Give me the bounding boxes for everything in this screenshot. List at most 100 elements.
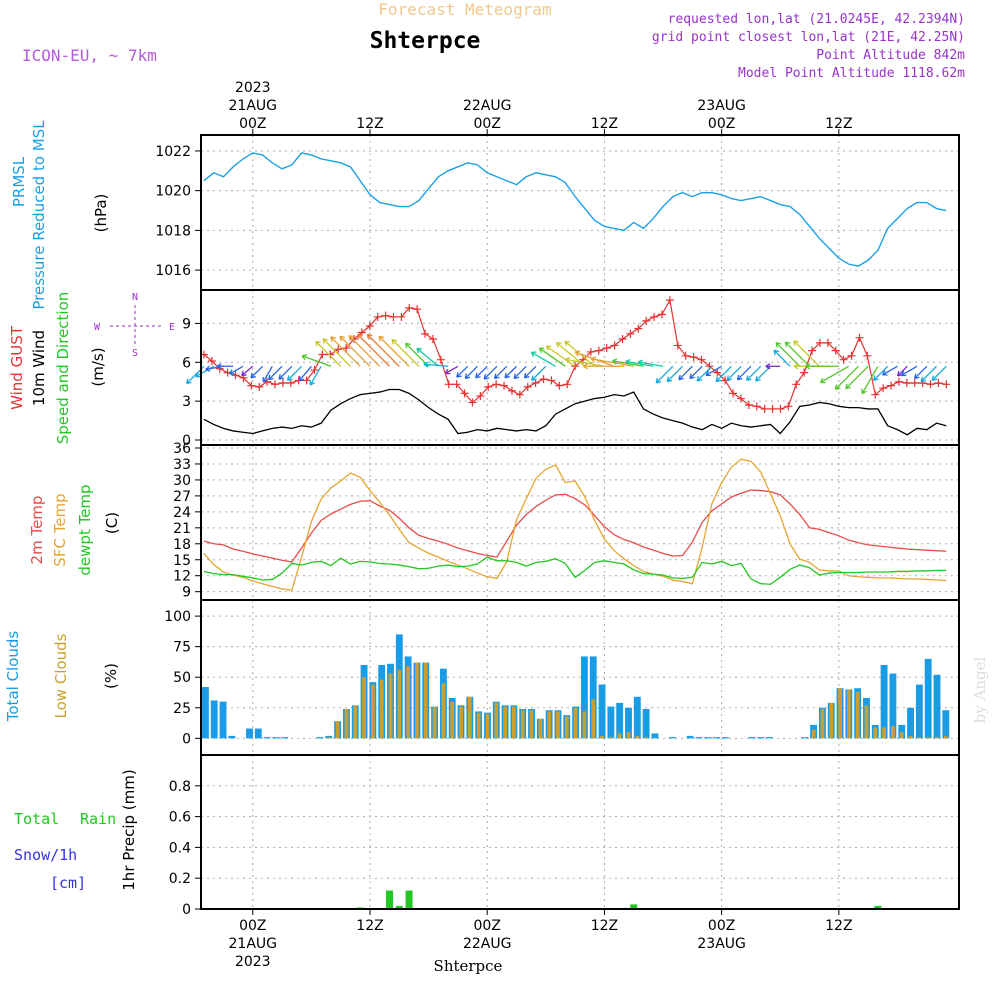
precip-panel: Total Rain Snow/1h [cm] 1hr Precip (mm) xyxy=(14,769,138,892)
precip-snow-unit: [cm] xyxy=(50,874,86,892)
total-cloud-bar xyxy=(748,737,756,739)
low-clouds-label: Low Clouds xyxy=(52,633,70,718)
wind-gust-marker xyxy=(847,351,856,360)
low-cloud-bar xyxy=(441,683,446,739)
wind-gust-marker xyxy=(436,355,445,364)
wind-gust-marker xyxy=(934,379,943,388)
wind-10m-label: 10m Wind xyxy=(30,330,48,406)
total-cloud-bar xyxy=(907,707,914,739)
top-time-label: 12Z xyxy=(825,116,852,132)
y-tick-label: 18 xyxy=(173,537,191,553)
wind-panel: Wind GUST 10m Wind Speed and Direction (… xyxy=(8,292,175,445)
temperature-panel: 2m Temp SFC Temp dewpt Temp (C) xyxy=(28,484,121,575)
low-cloud-bar xyxy=(335,721,340,739)
bottom-time-label: 00Z xyxy=(474,918,501,934)
wind-gust-marker xyxy=(231,371,240,380)
wind-gust-marker xyxy=(452,380,461,389)
wind-gust-marker xyxy=(547,376,556,385)
precip-total-label: Total xyxy=(14,810,59,828)
total-cloud-bar xyxy=(201,687,209,739)
top-time-axis: 2023 21AUG 00Z 12Z 22AUG 00Z 12Z 23AUG 00Z 12Z xyxy=(229,80,853,135)
footer-location: Shterpce xyxy=(434,957,503,975)
y-tick-label: 0 xyxy=(182,902,191,918)
panel-frame xyxy=(200,754,960,910)
compass-east: E xyxy=(169,322,175,333)
wind-gust-marker xyxy=(373,312,382,321)
wind-arrow xyxy=(493,365,508,380)
wind-arrow xyxy=(416,347,439,367)
y-tick-label: 6 xyxy=(182,355,191,371)
pressure-panel: PRMSL Pressure Reduced to MSL (hPa) xyxy=(10,120,110,310)
wind-gust-marker xyxy=(800,368,809,377)
total-cloud-bar xyxy=(589,656,597,739)
low-cloud-bar xyxy=(829,702,834,739)
wind-arrow xyxy=(286,365,303,381)
wind-gust-marker xyxy=(278,379,287,388)
temp-sfc-line xyxy=(203,458,947,591)
total-cloud-bar xyxy=(722,737,729,739)
top-time-label: 00Z xyxy=(474,116,501,132)
wind-gust-marker xyxy=(610,341,619,350)
wind-arrow xyxy=(678,365,693,381)
wind-arrow xyxy=(348,335,381,367)
wind-dir-label: Speed and Direction xyxy=(54,292,72,445)
total-cloud-bar xyxy=(933,674,941,739)
y-tick-label: 25 xyxy=(173,701,191,717)
temp-dew-line xyxy=(203,556,947,585)
wind-gust-marker xyxy=(760,404,769,413)
wind-gust-marker xyxy=(207,356,216,365)
bottom-time-label: 22AUG xyxy=(463,936,512,952)
low-cloud-bar xyxy=(891,726,895,739)
low-cloud-bar xyxy=(476,712,481,739)
low-cloud-bar xyxy=(644,737,649,739)
wind-arrow xyxy=(268,365,283,381)
top-time-label: 00Z xyxy=(239,116,266,132)
wind-arrow xyxy=(538,347,566,367)
total-cloud-bar xyxy=(669,737,676,739)
low-cloud-bar xyxy=(820,709,825,739)
pressure-label-prmsl: PRMSL xyxy=(10,156,28,207)
y-tick-label: 0.6 xyxy=(169,810,191,826)
pressure-label-desc: Pressure Reduced to MSL xyxy=(30,120,48,310)
wind-gust-marker xyxy=(468,398,477,407)
low-cloud-bar xyxy=(846,689,851,739)
bottom-time-label: 23AUG xyxy=(697,936,746,952)
low-cloud-bar xyxy=(908,735,913,739)
low-cloud-bar xyxy=(370,684,375,739)
wind-arrow xyxy=(309,365,322,386)
y-tick-label: 36 xyxy=(173,441,191,457)
y-tick-label: 9 xyxy=(182,316,191,332)
wind-gust-marker xyxy=(808,346,817,355)
y-tick-label: 15 xyxy=(173,553,191,569)
wind-gust-line xyxy=(203,298,947,410)
panel-0-plot: 1016 1018 1020 1022 xyxy=(155,135,959,290)
wind-gust-marker xyxy=(736,394,745,403)
low-cloud-bar xyxy=(873,727,878,739)
low-cloud-bar xyxy=(855,691,860,739)
wind-arrow xyxy=(404,342,430,367)
total-cloud-bar xyxy=(316,737,324,739)
total-cloud-bar xyxy=(607,706,615,739)
wind-gust-marker xyxy=(421,329,430,338)
wind-gust-marker xyxy=(555,381,564,390)
wind-arrow xyxy=(250,365,263,379)
total-cloud-bar xyxy=(924,658,932,739)
wind-gust-marker xyxy=(618,334,627,343)
wind-arrow xyxy=(366,333,400,367)
total-cloud-bar xyxy=(898,724,906,739)
wind-arrow xyxy=(755,365,771,382)
bottom-time-label: 00Z xyxy=(708,918,735,934)
wind-arrow xyxy=(378,335,410,367)
total-cloud-bar xyxy=(263,737,271,739)
temp-sfc-label: SFC Temp xyxy=(51,493,69,566)
wind-gust-marker xyxy=(650,312,659,321)
bottom-time-label: 12Z xyxy=(591,918,618,934)
bottom-time-label: 2023 xyxy=(235,954,271,970)
low-cloud-bar xyxy=(935,737,939,739)
wind-gust-marker xyxy=(768,404,777,413)
y-tick-label: 0.2 xyxy=(169,871,191,887)
wind-arrow xyxy=(765,363,781,370)
wind-arrow xyxy=(793,340,820,367)
wind-gust-marker xyxy=(381,311,390,320)
low-cloud-bar xyxy=(811,729,816,739)
